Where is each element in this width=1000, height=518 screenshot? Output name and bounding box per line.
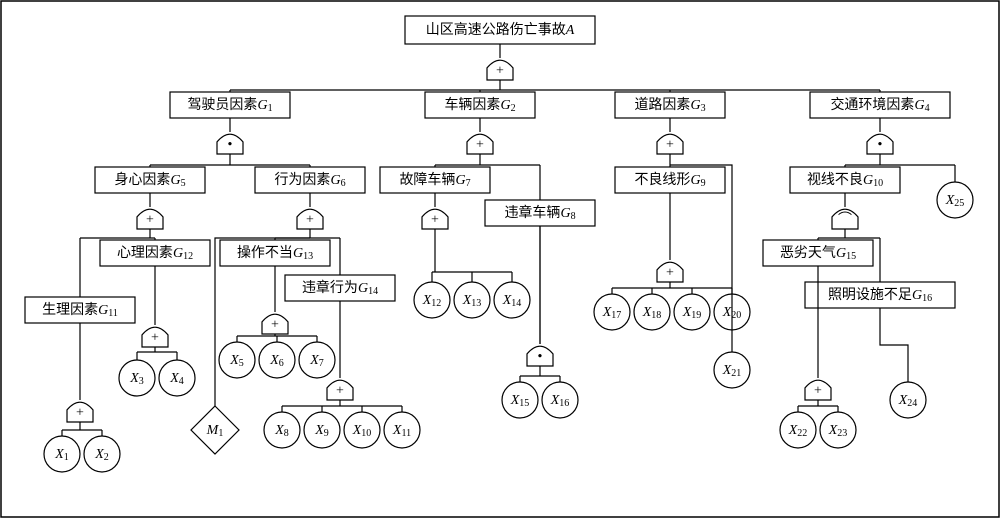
svg-text:+: + bbox=[336, 383, 344, 398]
svg-text:心理因素G12: 心理因素G12 bbox=[117, 245, 193, 262]
svg-text:+: + bbox=[814, 383, 822, 398]
svg-text:视线不良G10: 视线不良G10 bbox=[807, 172, 883, 189]
svg-text:山区高速公路伤亡事故A: 山区高速公路伤亡事故A bbox=[426, 21, 575, 38]
svg-text:+: + bbox=[146, 212, 154, 227]
svg-text:违章行为G14: 违章行为G14 bbox=[302, 279, 378, 297]
svg-text:+: + bbox=[476, 137, 484, 152]
svg-text:不良线形G9: 不良线形G9 bbox=[634, 172, 705, 189]
svg-text:驾驶员因素G1: 驾驶员因素G1 bbox=[187, 97, 272, 114]
svg-text:+: + bbox=[496, 63, 504, 78]
svg-text:照明设施不足G16: 照明设施不足G16 bbox=[828, 287, 932, 304]
svg-text:•: • bbox=[538, 349, 543, 364]
svg-text:•: • bbox=[878, 137, 883, 152]
svg-text:+: + bbox=[666, 137, 674, 152]
svg-text:故障车辆G7: 故障车辆G7 bbox=[399, 171, 470, 189]
svg-text:身心因素G5: 身心因素G5 bbox=[114, 172, 185, 189]
svg-text:+: + bbox=[306, 212, 314, 227]
svg-text:+: + bbox=[151, 330, 159, 345]
svg-text:道路因素G3: 道路因素G3 bbox=[634, 97, 705, 114]
svg-text:行为因素G6: 行为因素G6 bbox=[274, 172, 345, 189]
svg-text:恶劣天气G15: 恶劣天气G15 bbox=[780, 245, 856, 262]
svg-text:+: + bbox=[76, 405, 84, 420]
svg-text:交通环境因素G4: 交通环境因素G4 bbox=[830, 96, 929, 114]
svg-text:+: + bbox=[431, 212, 439, 227]
svg-text:生理因素G11: 生理因素G11 bbox=[42, 302, 118, 319]
fault-tree-diagram: 山区高速公路伤亡事故A 驾驶员因素G1 车辆因素G2 道路因素G3 交通环境因素G4 身心… bbox=[0, 0, 1000, 518]
svg-text:操作不当G13: 操作不当G13 bbox=[237, 245, 313, 262]
svg-text:+: + bbox=[271, 317, 279, 332]
svg-text:⌒: ⌒ bbox=[838, 211, 852, 227]
svg-text:违章车辆G8: 违章车辆G8 bbox=[504, 204, 575, 222]
svg-text:•: • bbox=[228, 137, 233, 152]
svg-text:+: + bbox=[666, 265, 674, 280]
svg-text:车辆因素G2: 车辆因素G2 bbox=[444, 96, 515, 114]
